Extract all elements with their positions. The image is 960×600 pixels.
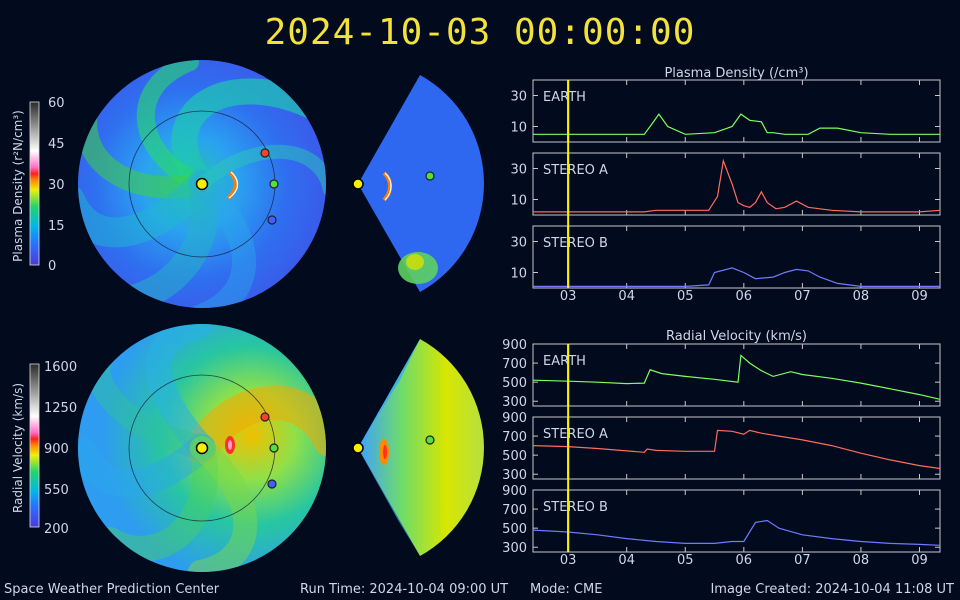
y-tick-label: 500	[502, 376, 527, 391]
velocity-ecliptic-disc	[78, 324, 326, 572]
y-tick-label: 30	[510, 90, 527, 105]
x-tick-label: 05	[677, 553, 694, 568]
series-line-stereo-b	[532, 519, 941, 546]
y-tick-label: 900	[502, 411, 527, 426]
footer-credit: Space Weather Prediction Center	[4, 582, 220, 597]
panel-label: STEREO B	[543, 500, 608, 515]
sun-marker	[195, 177, 209, 191]
y-tick-label: 900	[502, 338, 527, 353]
panel-label: EARTH	[543, 354, 586, 369]
density-meridional-wedge	[352, 75, 484, 292]
stereo-b-marker	[267, 479, 277, 489]
panel-frame	[532, 225, 941, 289]
footer-image-created: Image Created: 2024-10-04 11:08 UT	[710, 582, 954, 597]
earth-marker	[269, 443, 279, 453]
stereo-a-marker	[260, 412, 270, 422]
sun-marker	[352, 178, 364, 190]
density-tick: 15	[48, 219, 65, 234]
velocity-tick: 900	[44, 442, 69, 457]
velocity-tick: 1600	[44, 360, 77, 375]
x-tick-label: 07	[794, 289, 811, 304]
y-tick-label: 300	[502, 395, 527, 410]
earth-marker	[425, 435, 435, 445]
density-tick: 30	[48, 178, 65, 193]
y-tick-label: 700	[502, 503, 527, 518]
velocity-meridional-wedge	[352, 339, 484, 556]
series-line-earth	[533, 113, 940, 135]
footer-mode: Mode: CME	[530, 582, 603, 597]
velocity-tick: 550	[44, 483, 69, 498]
x-tick-label: 06	[736, 553, 753, 568]
density-tick: 45	[48, 137, 65, 152]
x-tick-label: 09	[911, 553, 928, 568]
series-line-stereo-a	[533, 158, 941, 213]
series-line-stereo-a	[532, 429, 941, 470]
velocity-colorbar: Radial Velocity (km/s) 1600 1250 900 550…	[11, 360, 77, 537]
panel-label: STEREO B	[543, 236, 608, 251]
x-tick-label: 06	[736, 289, 753, 304]
sun-marker	[195, 441, 209, 455]
earth-marker	[269, 179, 279, 189]
density-colorbar: Plasma Density (r²N/cm³) 60 45 30 15 0	[11, 96, 65, 274]
density-tick: 0	[48, 259, 56, 274]
y-tick-label: 30	[510, 163, 527, 178]
plot-title: Plasma Density (/cm³)	[664, 66, 808, 81]
timestamp-title: 2024-10-03 00:00:00	[264, 12, 696, 53]
series-line-stereo-b	[533, 267, 940, 287]
x-tick-label: 04	[618, 289, 635, 304]
panel-frame	[532, 343, 941, 407]
y-tick-label: 10	[510, 267, 527, 282]
density-colorbar-label: Plasma Density (r²N/cm³)	[11, 110, 25, 262]
panel-label: STEREO A	[543, 427, 608, 442]
cme-front	[226, 170, 238, 200]
y-tick-label: 500	[502, 522, 527, 537]
x-tick-label: 08	[853, 289, 870, 304]
y-tick-label: 700	[502, 430, 527, 445]
stereo-a-marker	[260, 148, 270, 158]
y-tick-label: 30	[510, 236, 527, 251]
y-tick-label: 10	[510, 194, 527, 209]
y-tick-label: 900	[502, 484, 527, 499]
panel-frame	[532, 79, 941, 143]
y-tick-label: 300	[502, 468, 527, 483]
x-tick-label: 09	[911, 289, 928, 304]
earth-marker	[425, 171, 435, 181]
simulation-graphic: Plasma Density (r²N/cm³) 60 45 30 15 0 R…	[11, 60, 941, 572]
stereo-b-marker	[267, 215, 277, 225]
y-tick-label: 700	[502, 357, 527, 372]
velocity-colorbar-label: Radial Velocity (km/s)	[11, 383, 25, 513]
density-tick: 60	[48, 96, 65, 111]
footer-run-time: Run Time: 2024-10-04 09:00 UT	[300, 582, 509, 597]
x-tick-label: 08	[853, 553, 870, 568]
panel-frame	[532, 416, 941, 480]
x-tick-label: 07	[794, 553, 811, 568]
panel-frame	[532, 152, 941, 216]
plot-title: Radial Velocity (km/s)	[666, 329, 807, 344]
panel-label: STEREO A	[543, 163, 608, 178]
velocity-tick: 200	[44, 522, 69, 537]
velocity-tick: 1250	[44, 401, 77, 416]
x-tick-label: 05	[677, 289, 694, 304]
series-line-earth	[532, 354, 941, 400]
panel-frame	[532, 489, 941, 553]
sun-marker	[352, 442, 364, 454]
x-tick-label: 04	[618, 553, 635, 568]
y-tick-label: 500	[502, 449, 527, 464]
y-tick-label: 10	[510, 121, 527, 136]
y-tick-label: 300	[502, 541, 527, 556]
x-tick-label: 03	[560, 553, 577, 568]
panel-label: EARTH	[543, 90, 586, 105]
x-tick-label: 03	[560, 289, 577, 304]
density-ecliptic-disc	[78, 60, 326, 308]
